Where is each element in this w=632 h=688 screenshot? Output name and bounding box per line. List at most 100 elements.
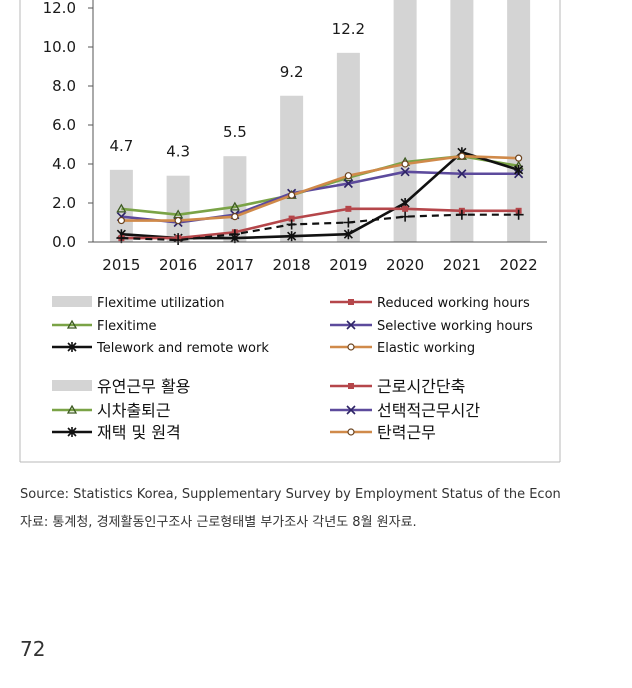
bar-2019 xyxy=(336,52,360,242)
legend-item-telework-en: Telework and remote work xyxy=(52,341,269,356)
x-tick-label-2022: 2022 xyxy=(500,256,538,274)
legend-item-bar-ko: 유연근무 활용 xyxy=(52,377,190,396)
legend-label-bar-ko: 유연근무 활용 xyxy=(97,377,190,396)
legend-label-flexitime-ko: 시차출퇴근 xyxy=(97,401,171,420)
point-dashed-2015 xyxy=(116,233,127,244)
legend-marker-telework-ko xyxy=(67,427,77,437)
bar-2016 xyxy=(166,175,190,242)
point-elastic-2021 xyxy=(458,152,466,160)
legend-item-elastic-ko: 탄력근무 xyxy=(330,423,436,442)
point-reduced-2018 xyxy=(288,215,295,222)
legend-marker-telework xyxy=(67,342,77,352)
x-tick-label-2018: 2018 xyxy=(273,256,311,274)
bar-2017 xyxy=(223,156,247,242)
legend-label-elastic-en: Elastic working xyxy=(377,341,475,356)
legend-item-flexitime-en: Flexitime xyxy=(52,319,157,334)
legend-marker-flexitime xyxy=(66,319,78,329)
legend-label-elastic-ko: 탄력근무 xyxy=(377,423,436,442)
x-tick-label-2019: 2019 xyxy=(329,256,367,274)
point-elastic-2015 xyxy=(117,216,125,225)
bar-value-label-2017: 5.5 xyxy=(223,123,247,141)
point-reduced-2019 xyxy=(345,205,352,212)
point-telework-2019 xyxy=(343,229,353,240)
legend-marker-selective xyxy=(346,320,356,330)
legend-label-flexitime-en: Flexitime xyxy=(97,319,157,334)
series-dashed xyxy=(116,209,524,246)
bars-layer xyxy=(109,0,531,242)
point-dashed-2016 xyxy=(173,235,184,246)
legend-marker-reduced-ko xyxy=(348,383,354,389)
source-note-en: Source: Statistics Korea, Supplementary … xyxy=(20,487,561,502)
y-tick-label: 2.0 xyxy=(52,194,76,212)
point-dashed-2019 xyxy=(343,217,354,228)
legend-label-telework-ko: 재택 및 원격 xyxy=(97,423,181,442)
point-elastic-2020 xyxy=(401,160,409,168)
axes-layer: 0.0 2.0 4.0 6.0 8.0 10.0 12.0 2015 2016 2017 2018 2… xyxy=(43,0,547,274)
legend-item-elastic-en: Elastic working xyxy=(330,341,475,356)
point-flexitime-2015 xyxy=(116,203,127,213)
point-elastic-2018 xyxy=(288,191,296,199)
legend-item-selective-ko: 선택적근무시간 xyxy=(330,401,480,420)
legend-label-telework-en: Telework and remote work xyxy=(96,341,269,356)
bar-value-label-2015: 4.7 xyxy=(109,137,133,155)
point-flexitime-2017 xyxy=(229,201,240,211)
point-dashed-2021 xyxy=(456,209,467,220)
point-selective-2021 xyxy=(457,169,467,179)
series-line-dashed xyxy=(121,213,519,242)
point-reduced-2020 xyxy=(402,205,409,212)
legend-item-selective-en: Selective working hours xyxy=(330,319,533,334)
legend-marker-reduced xyxy=(348,299,354,305)
chart-frame xyxy=(19,0,561,463)
legend-marker-flexitime-ko xyxy=(66,404,78,414)
legend-swatch-bar-ko xyxy=(52,380,92,391)
legend: Flexitime utilization Flexitime Telework… xyxy=(52,296,533,442)
point-dashed-2022 xyxy=(513,209,524,220)
point-dashed-2020 xyxy=(400,211,411,222)
bar-value-label-2019: 12.2 xyxy=(332,20,365,38)
point-selective-2019 xyxy=(343,178,353,189)
legend-label-bar-en: Flexitime utilization xyxy=(97,296,225,311)
legend-label-reduced-en: Reduced working hours xyxy=(377,296,530,311)
lines-layer xyxy=(116,147,524,246)
bar-2018 xyxy=(280,95,304,242)
legend-label-reduced-ko: 근로시간단축 xyxy=(377,377,465,396)
point-dashed-2018 xyxy=(286,219,297,230)
legend-item-reduced-en: Reduced working hours xyxy=(330,296,530,311)
series-elastic xyxy=(117,152,523,225)
legend-marker-selective-ko xyxy=(346,405,356,415)
x-tick-label-2017: 2017 xyxy=(216,256,254,274)
y-tick-label: 6.0 xyxy=(52,116,76,134)
point-elastic-2016 xyxy=(174,216,182,225)
legend-label-selective-ko: 선택적근무시간 xyxy=(377,401,480,420)
legend-swatch-bar xyxy=(52,296,92,307)
legend-item-flexitime-ko: 시차출퇴근 xyxy=(52,401,171,420)
point-elastic-2017 xyxy=(231,213,239,221)
point-telework-2022 xyxy=(514,164,524,175)
y-tick-label: 8.0 xyxy=(52,77,76,95)
legend-item-telework-ko: 재택 및 원격 xyxy=(52,423,181,442)
point-elastic-2022 xyxy=(515,154,523,162)
y-tick-label: 4.0 xyxy=(52,155,76,173)
bar-2022 xyxy=(507,0,531,242)
source-note-ko: 자료: 통계청, 경제활동인구조사 근로형태별 부가조사 각년도 8월 원자료. xyxy=(20,515,417,530)
y-tick-label: 12.0 xyxy=(43,0,76,17)
legend-label-selective-en: Selective working hours xyxy=(377,319,533,334)
x-tick-label-2020: 2020 xyxy=(386,256,424,274)
series-line-elastic xyxy=(121,154,519,222)
y-tick-label: 10.0 xyxy=(43,38,76,56)
page-number: 72 xyxy=(20,637,46,661)
point-telework-2018 xyxy=(287,231,297,242)
x-tick-label-2016: 2016 xyxy=(159,256,197,274)
legend-marker-elastic xyxy=(347,343,355,351)
legend-item-bar-en: Flexitime utilization xyxy=(52,296,225,311)
labels-layer: 4.7 4.3 5.5 9.2 12.2 xyxy=(109,20,365,161)
bar-2020 xyxy=(393,0,417,242)
series-line-reduced xyxy=(121,207,519,240)
point-selective-2020 xyxy=(400,167,410,177)
x-tick-label-2015: 2015 xyxy=(102,256,140,274)
y-tick-label: 0.0 xyxy=(52,233,76,251)
point-elastic-2019 xyxy=(344,172,352,180)
bar-value-label-2018: 9.2 xyxy=(280,63,304,81)
x-tick-label-2021: 2021 xyxy=(443,256,481,274)
